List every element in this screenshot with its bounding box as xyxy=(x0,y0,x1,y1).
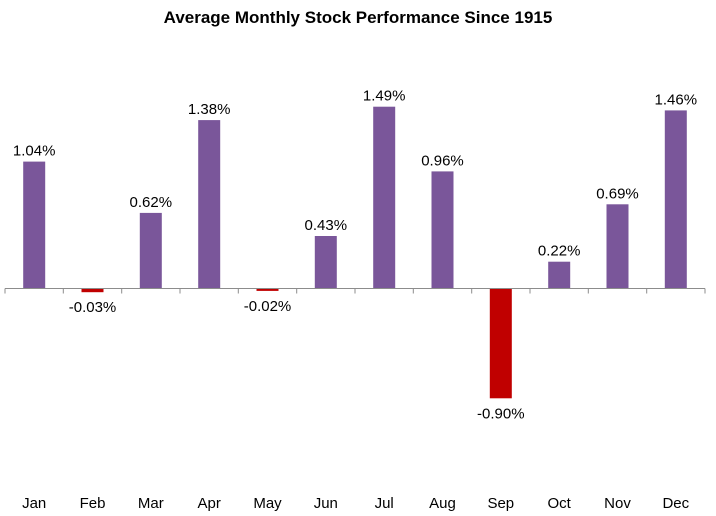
data-label-oct: 0.22% xyxy=(538,243,581,260)
bar-feb xyxy=(81,288,104,293)
bar-may xyxy=(256,288,279,291)
x-tick-label-aug: Aug xyxy=(429,495,456,512)
data-label-dec: 1.46% xyxy=(655,91,698,108)
data-label-nov: 0.69% xyxy=(596,185,639,202)
bar-oct xyxy=(548,261,571,289)
bar-nov xyxy=(606,204,629,289)
data-label-aug: 0.96% xyxy=(421,152,464,169)
bar-mar xyxy=(139,212,162,289)
bar-jul xyxy=(373,106,396,289)
x-tick-label-may: May xyxy=(253,495,282,512)
data-label-jun: 0.43% xyxy=(305,217,348,234)
data-label-may: -0.02% xyxy=(244,298,292,315)
data-label-feb: -0.03% xyxy=(69,299,117,316)
x-tick-label-jun: Jun xyxy=(314,495,338,512)
bar-jun xyxy=(314,236,337,289)
data-labels-layer: 1.04% -0.03% 0.62% 1.38% -0.02% 0.43% 1.49% 0.9… xyxy=(13,88,697,423)
x-tick-label-oct: Oct xyxy=(548,495,572,512)
bar-aug xyxy=(431,171,454,289)
chart-title: Average Monthly Stock Performance Since … xyxy=(164,8,553,27)
bar-dec xyxy=(664,110,687,289)
x-tick-label-apr: Apr xyxy=(198,495,221,512)
bars-layer xyxy=(23,106,687,399)
x-tick-label-nov: Nov xyxy=(604,495,631,512)
bar-apr xyxy=(198,120,221,289)
x-tick-label-dec: Dec xyxy=(662,495,689,512)
x-tick-label-jul: Jul xyxy=(375,495,394,512)
x-tick-label-mar: Mar xyxy=(138,495,164,512)
data-label-jan: 1.04% xyxy=(13,143,56,160)
bar-jan xyxy=(23,161,46,289)
bar-sep xyxy=(489,288,512,399)
x-tick-label-feb: Feb xyxy=(80,495,106,512)
x-tick-label-jan: Jan xyxy=(22,495,46,512)
axis-layer xyxy=(4,288,706,294)
data-label-jul: 1.49% xyxy=(363,88,406,105)
tick-labels-layer: Jan Feb Mar Apr May Jun Jul Aug Sep Oct Nov Dec xyxy=(22,495,690,512)
x-tick-label-sep: Sep xyxy=(487,495,514,512)
data-label-sep: -0.90% xyxy=(477,405,525,422)
data-label-apr: 1.38% xyxy=(188,101,231,118)
data-label-mar: 0.62% xyxy=(130,194,173,211)
